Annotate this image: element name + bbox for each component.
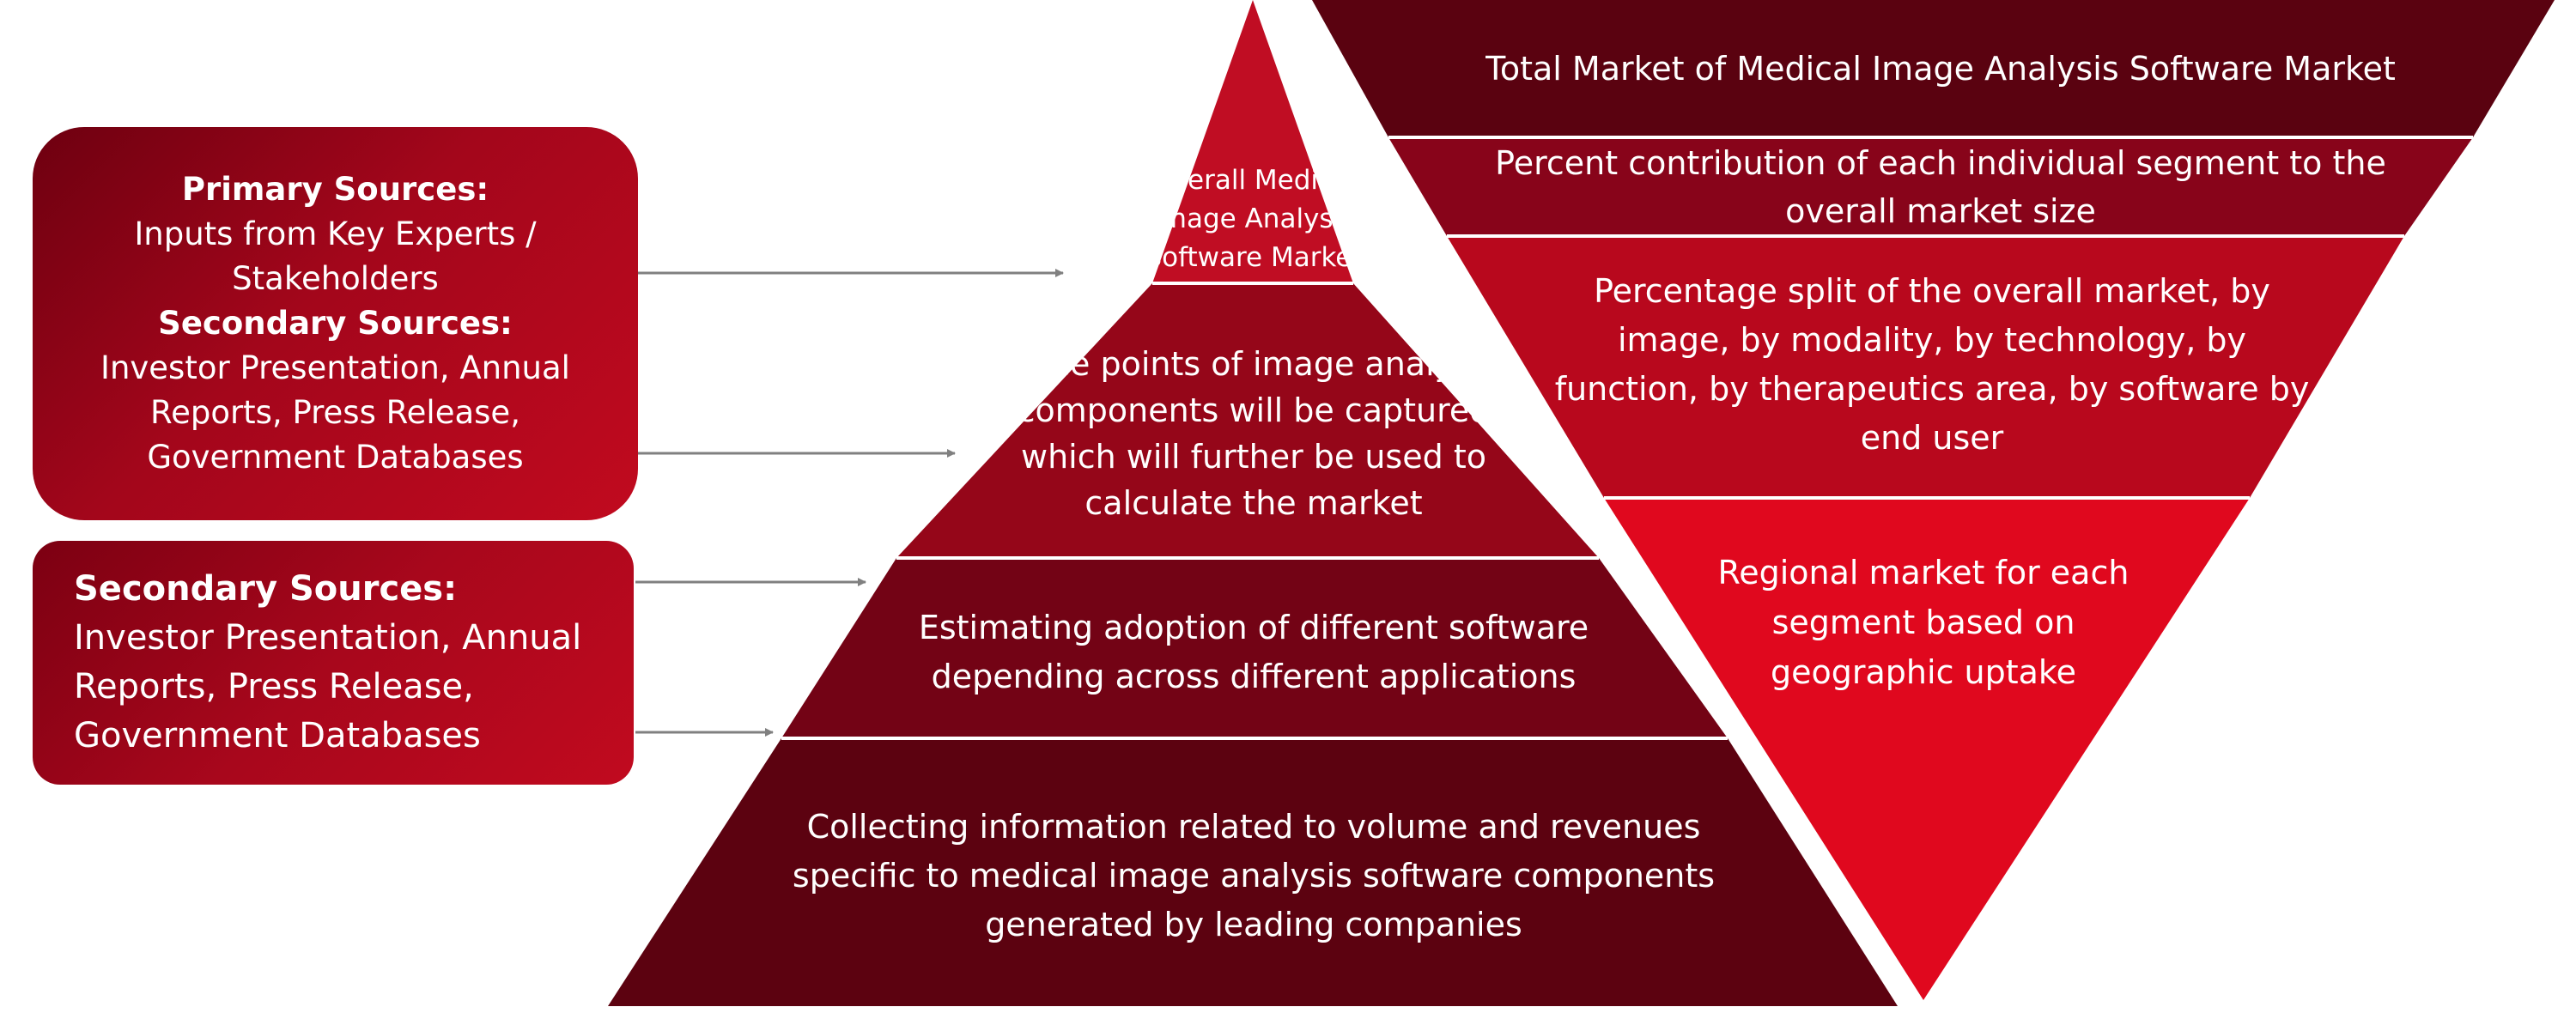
- secondary-sources-heading: Secondary Sources:: [74, 569, 458, 609]
- pyramid-apex-label: Overall Medical Image Analysis Software …: [1116, 159, 1391, 279]
- funnel-percent-contribution-label: Percent contribution of each individual …: [1477, 139, 2404, 235]
- pyramid-collecting-text: Collecting information related to volume…: [792, 807, 1716, 943]
- funnel-layer-percent-contribution: [1388, 137, 2473, 236]
- funnel-total-market-label: Total Market of Medical Image Analysis S…: [1408, 34, 2473, 103]
- pyramid-apex-layer: [1152, 0, 1353, 283]
- funnel-percentage-split-text: Percentage split of the overall market, …: [1554, 272, 2310, 457]
- secondary-sources-line: Investor Presentation, Annual: [74, 618, 582, 658]
- secondary-sources-box: Secondary Sources: Investor Presentation…: [33, 541, 634, 785]
- primary-sources-box: Primary Sources: Inputs from Key Experts…: [33, 127, 638, 520]
- secondary-sources-line: Investor Presentation, Annual: [100, 349, 570, 386]
- secondary-sources-line: Government Databases: [147, 439, 524, 476]
- pyramid-adoption-text: Estimating adoption of different softwar…: [918, 609, 1589, 695]
- primary-sources-line: Stakeholders: [232, 260, 439, 297]
- primary-sources-heading: Primary Sources:: [181, 171, 489, 208]
- pyramid-apex-text: Overall Medical Image Analysis Software …: [1145, 164, 1363, 273]
- pyramid-adoption-label: Estimating adoption of different softwar…: [893, 579, 1614, 725]
- funnel-regional-market-text: Regional market for each segment based o…: [1717, 554, 2129, 691]
- secondary-sources-line: Reports, Press Release,: [74, 667, 474, 707]
- primary-sources-line: Inputs from Key Experts /: [134, 215, 537, 252]
- funnel-percentage-split-label: Percentage split of the overall market, …: [1546, 249, 2318, 481]
- funnel-regional-market-label: Regional market for each segment based o…: [1700, 528, 2147, 717]
- pyramid-layer-adoption: [781, 558, 1728, 738]
- pyramid-layer-price-points: [896, 283, 1599, 558]
- pyramid-layer-collecting: [608, 738, 1898, 1006]
- funnel-total-market-text: Total Market of Medical Image Analysis S…: [1485, 50, 2396, 88]
- funnel-layer-regional-market: [1604, 498, 2250, 1000]
- pyramid-price-points-text: Price points of image analysis component…: [1010, 345, 1498, 522]
- secondary-sources-line: Government Databases: [74, 716, 481, 755]
- pyramid-price-points-label: Price points of image analysis component…: [1005, 313, 1503, 554]
- funnel-layer-percentage-split: [1447, 236, 2404, 498]
- funnel-layer-total-market: [1312, 0, 2555, 137]
- secondary-sources-line: Reports, Press Release,: [150, 394, 520, 431]
- pyramid-collecting-label: Collecting information related to volume…: [747, 790, 1760, 961]
- funnel-percent-contribution-text: Percent contribution of each individual …: [1495, 144, 2386, 230]
- secondary-sources-heading: Secondary Sources:: [158, 305, 513, 342]
